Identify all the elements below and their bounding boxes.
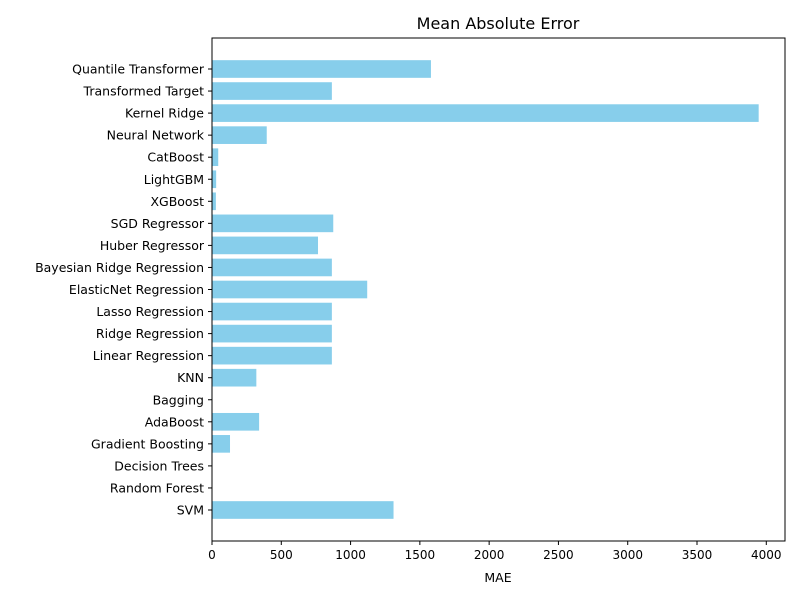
x-tick-label: 1500: [405, 548, 436, 562]
bar-linear-regression: [212, 346, 332, 365]
category-label-sgd-regressor: SGD Regressor: [111, 216, 205, 231]
bar-huber-regressor: [212, 236, 319, 255]
bar-knn: [212, 368, 257, 387]
bar-sgd-regressor: [212, 214, 334, 233]
bars-group: [212, 60, 759, 519]
bar-svm: [212, 501, 394, 519]
category-label-adaboost: AdaBoost: [145, 414, 204, 429]
x-tick-label: 2000: [474, 548, 505, 562]
bar-kernel-ridge: [212, 104, 759, 122]
x-tick-label: 3000: [612, 548, 643, 562]
bar-adaboost: [212, 412, 260, 431]
category-label-lasso-regression: Lasso Regression: [96, 304, 204, 319]
category-label-bayesian-ridge-regression: Bayesian Ridge Regression: [35, 260, 204, 275]
category-label-transformed-target: Transformed Target: [83, 84, 205, 99]
chart-title: Mean Absolute Error: [417, 14, 580, 33]
x-tick-label: 0: [208, 548, 216, 562]
plot-frame: [211, 37, 786, 542]
category-label-bagging: Bagging: [153, 392, 204, 407]
category-label-knn: KNN: [177, 370, 204, 385]
category-label-ridge-regression: Ridge Regression: [96, 326, 204, 341]
bar-quantile-transformer: [212, 60, 431, 78]
category-label-quantile-transformer: Quantile Transformer: [72, 62, 205, 77]
category-label-xgboost: XGBoost: [150, 194, 204, 209]
x-tick-label: 500: [270, 548, 293, 562]
x-tick-label: 3500: [682, 548, 713, 562]
category-label-lightgbm: LightGBM: [144, 172, 204, 187]
category-label-gradient-boosting: Gradient Boosting: [91, 436, 204, 451]
category-label-decision-trees: Decision Trees: [114, 458, 204, 473]
category-labels: SVM Random Forest Decision Trees Gradient B…: [35, 62, 205, 518]
category-label-linear-regression: Linear Regression: [93, 348, 204, 363]
category-label-svm: SVM: [177, 503, 204, 518]
x-tick-label: 4000: [751, 548, 782, 562]
x-axis-ticks: 0 500 1000 1500 2000 2500 3000 3500 4000: [208, 548, 781, 562]
category-label-kernel-ridge: Kernel Ridge: [125, 106, 204, 121]
bar-xgboost: [212, 192, 216, 211]
bar-gradient-boosting: [212, 435, 231, 453]
bar-catboost: [212, 148, 219, 167]
x-axis-label: MAE: [484, 570, 511, 585]
bar-transformed-target: [212, 82, 332, 100]
bar-bayesian-ridge-regression: [212, 258, 332, 277]
category-label-huber-regressor: Huber Regressor: [100, 238, 205, 253]
category-label-elasticnet-regression: ElasticNet Regression: [69, 282, 204, 297]
bar-lightgbm: [212, 170, 217, 189]
bar-neural-network: [212, 126, 267, 144]
x-tick-label: 2500: [543, 548, 574, 562]
bar-elasticnet-regression: [212, 280, 368, 299]
axes-frame: [208, 37, 786, 545]
bar-lasso-regression: [212, 302, 332, 321]
category-label-neural-network: Neural Network: [107, 128, 205, 143]
x-tick-label: 1000: [335, 548, 366, 562]
bar-ridge-regression: [212, 324, 332, 343]
category-label-random-forest: Random Forest: [110, 480, 204, 495]
category-label-catboost: CatBoost: [147, 150, 204, 165]
